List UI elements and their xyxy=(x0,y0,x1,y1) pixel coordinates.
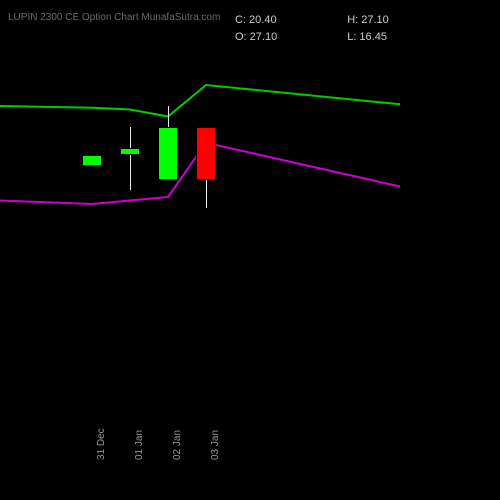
x-axis-label: 01 Jan xyxy=(134,430,145,460)
candle-wick xyxy=(130,127,131,190)
x-axis-labels: 31 Dec 01 Jan 02 Jan 03 Jan xyxy=(0,400,500,480)
low-value: L: 16.45 xyxy=(347,29,389,46)
candlestick-area xyxy=(0,50,500,400)
candle-body xyxy=(120,148,140,155)
close-value: C: 20.40 xyxy=(235,12,277,29)
x-axis-label: 31 Dec xyxy=(96,428,107,460)
candle-body xyxy=(82,155,102,166)
chart-title: LUPIN 2300 CE Option Chart MunafaSutra.c… xyxy=(8,12,220,23)
high-value: H: 27.10 xyxy=(347,12,389,29)
candle-body xyxy=(196,127,216,180)
x-axis-label: 02 Jan xyxy=(172,430,183,460)
x-axis-label: 03 Jan xyxy=(210,430,221,460)
open-value: O: 27.10 xyxy=(235,29,277,46)
ohlc-readout: C: 20.40 O: 27.10 H: 27.10 L: 16.45 xyxy=(235,12,389,45)
candle-body xyxy=(158,127,178,180)
